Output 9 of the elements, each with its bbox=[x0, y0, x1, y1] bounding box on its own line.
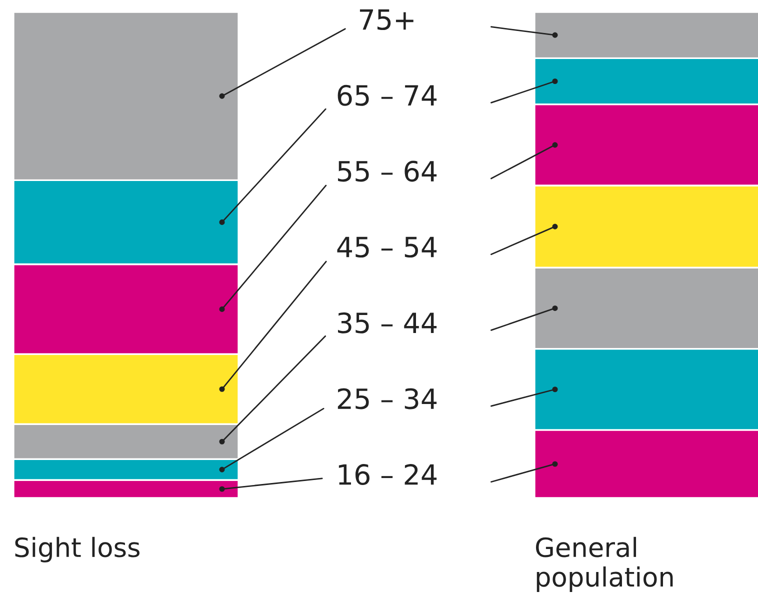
x-tick-label: General population bbox=[536, 536, 673, 592]
text: 65 – 74 bbox=[338, 84, 437, 106]
text: 25 – 34 bbox=[338, 388, 437, 410]
text: 16 – 24 bbox=[338, 464, 437, 486]
text: 75+ bbox=[360, 9, 414, 30]
text: 35 – 44 bbox=[338, 312, 437, 334]
text: 55 – 64 bbox=[338, 160, 437, 182]
x-tick-label: Sight loss bbox=[15, 536, 140, 562]
text: 45 – 54 bbox=[337, 236, 437, 258]
